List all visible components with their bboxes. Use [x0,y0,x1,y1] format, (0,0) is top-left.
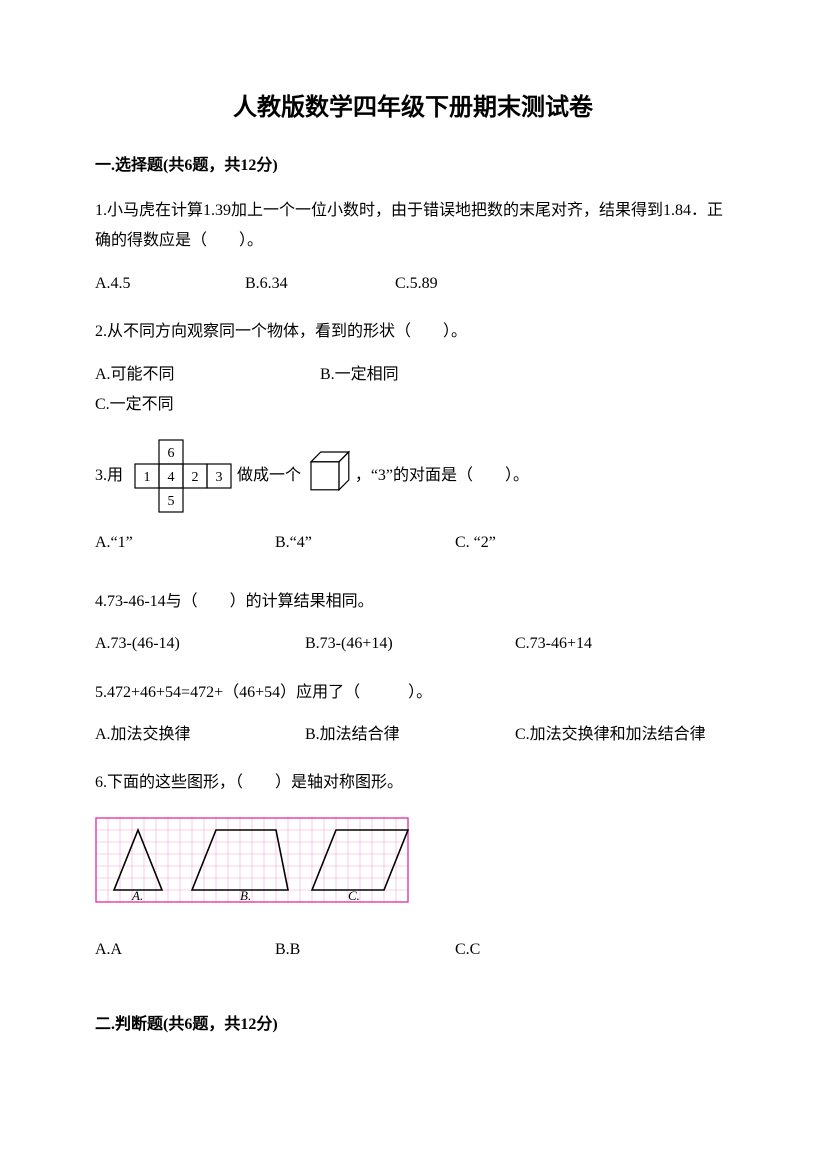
question-4-text: 4.73-46-14与（ ）的计算结果相同。 [95,587,731,617]
q5-option-b: B.加法结合律 [305,720,515,750]
q5-option-a: A.加法交换律 [95,720,305,750]
question-2-options: A.可能不同 B.一定相同 C.一定不同 [95,360,731,421]
question-2: 2.从不同方向观察同一个物体，看到的形状（ ）。 A.可能不同 B.一定相同 C… [95,317,731,420]
question-5: 5.472+46+54=472+（46+54）应用了（ ）。 A.加法交换律 B… [95,678,731,751]
question-2-text: 2.从不同方向观察同一个物体，看到的形状（ ）。 [95,317,731,347]
section-1-heading: 一.选择题(共6题，共12分) [95,154,731,178]
svg-text:A.: A. [131,888,143,903]
svg-text:5: 5 [168,494,175,509]
question-1-options: A.4.5 B.6.34 C.5.89 [95,269,731,299]
svg-text:1: 1 [144,470,151,485]
q3-text-post: ，“3”的对面是（ ）。 [355,461,529,491]
question-6-options-block: A.A B.B C.C [95,935,731,965]
cube-net-diagram: 6 1 4 2 3 5 [133,438,233,514]
cube-3d-icon [309,450,351,503]
question-6-text: 6.下面的这些图形，（ ）是轴对称图形。 [95,768,731,798]
question-6: 6.下面的这些图形，（ ）是轴对称图形。 [95,768,731,798]
q1-option-b: B.6.34 [245,269,395,299]
question-5-options: A.加法交换律 B.加法结合律 C.加法交换律和加法结合律 [95,720,731,750]
q1-option-c: C.5.89 [395,269,545,299]
question-3: 3.用 6 1 4 2 3 5 做成一个 ，“3”的对面是（ ）。 A.“1” B.“4”… [95,438,731,558]
question-1-text: 1.小马虎在计算1.39加上一个一位小数时，由于错误地把数的末尾对齐，结果得到1… [95,196,731,257]
question-3-options: A.“1” B.“4” C. “2” [95,528,731,558]
q3-text-pre: 3.用 [95,461,123,491]
svg-text:2: 2 [192,470,199,485]
shapes-grid-diagram: A. B. C. [95,817,731,911]
section-2-heading: 二.判断题(共6题，共12分) [95,1013,731,1037]
q4-option-b: B.73-(46+14) [305,629,515,659]
svg-text:3: 3 [216,470,223,485]
question-5-text: 5.472+46+54=472+（46+54）应用了（ ）。 [95,678,731,708]
svg-text:C.: C. [348,888,360,903]
q2-option-a: A.可能不同 [95,360,320,390]
q3-text-mid: 做成一个 [237,461,301,491]
q6-option-c: C.C [455,935,635,965]
q3-option-a: A.“1” [95,528,275,558]
question-6-options: A.A B.B C.C [95,935,731,965]
svg-text:4: 4 [168,470,175,485]
q2-option-c: C.一定不同 [95,390,320,420]
q2-option-b: B.一定相同 [320,360,545,390]
svg-text:6: 6 [168,446,175,461]
q4-option-c: C.73-46+14 [515,629,725,659]
q3-option-c: C. “2” [455,528,635,558]
q6-option-b: B.B [275,935,455,965]
question-1: 1.小马虎在计算1.39加上一个一位小数时，由于错误地把数的末尾对齐，结果得到1… [95,196,731,299]
q1-option-a: A.4.5 [95,269,245,299]
q6-option-a: A.A [95,935,275,965]
q5-option-c: C.加法交换律和加法结合律 [515,720,725,750]
question-4: 4.73-46-14与（ ）的计算结果相同。 A.73-(46-14) B.73… [95,587,731,660]
q3-option-b: B.“4” [275,528,455,558]
question-4-options: A.73-(46-14) B.73-(46+14) C.73-46+14 [95,629,731,659]
page-title: 人教版数学四年级下册期末测试卷 [95,90,731,126]
q4-option-a: A.73-(46-14) [95,629,305,659]
svg-text:B.: B. [240,888,251,903]
